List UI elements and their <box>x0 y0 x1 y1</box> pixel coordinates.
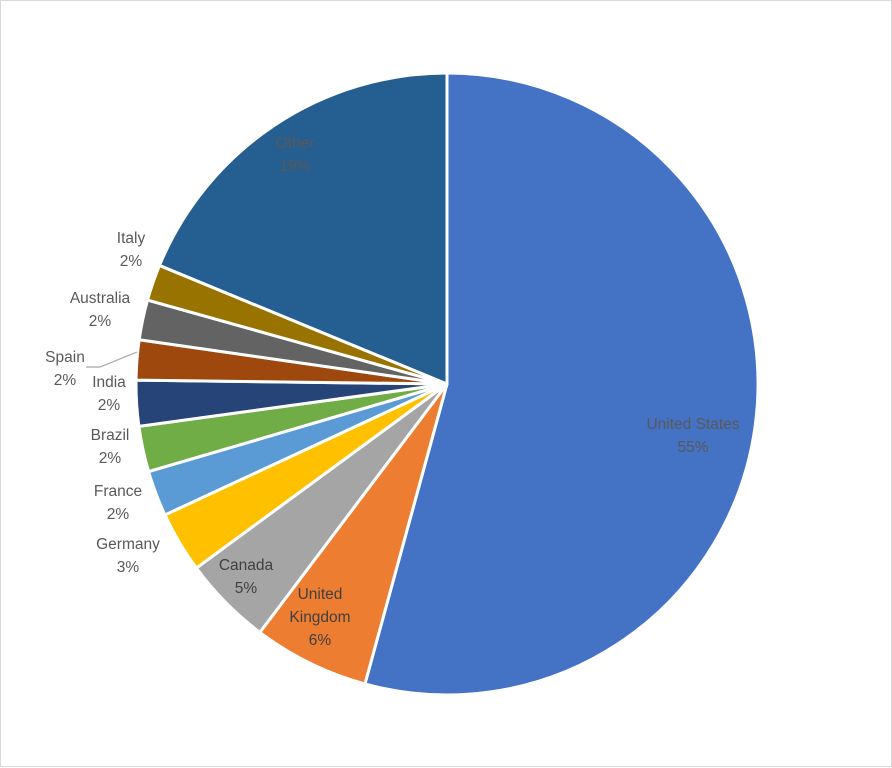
data-label-category: United <box>298 586 343 603</box>
data-label-percent: 6% <box>309 632 332 649</box>
data-label-category: United States <box>646 416 739 433</box>
data-label-percent: 2% <box>89 313 112 330</box>
data-label-india: India 2% <box>92 374 126 414</box>
data-label-category: Germany <box>96 536 160 553</box>
data-label-france: France 2% <box>94 483 142 523</box>
data-label-united-states: United States 55% <box>646 416 739 456</box>
data-label-percent: 19% <box>279 158 310 175</box>
data-label-category: Other <box>276 135 315 152</box>
data-label-percent: 55% <box>677 439 708 456</box>
pie-slices <box>134 71 760 697</box>
data-label-percent: 2% <box>98 397 121 414</box>
data-label-australia: Australia 2% <box>70 290 131 330</box>
data-label-brazil: Brazil 2% <box>91 427 130 467</box>
data-label-united-kingdom: United Kingdom 6% <box>289 586 350 649</box>
data-label-italy: Italy 2% <box>117 230 146 270</box>
data-label-percent: 2% <box>54 372 77 389</box>
slice-other <box>157 71 449 386</box>
data-label-category: Kingdom <box>289 609 350 626</box>
data-label-category: India <box>92 374 126 391</box>
data-label-percent: 5% <box>235 580 258 597</box>
data-label-category: France <box>94 483 142 500</box>
data-label-other: Other 19% <box>276 135 315 175</box>
leader-line-spain <box>86 351 138 368</box>
slice-united-kingdom <box>258 382 449 686</box>
data-label-category: Spain <box>45 349 85 366</box>
data-label-germany: Germany 3% <box>96 536 160 576</box>
data-label-percent: 2% <box>120 253 143 270</box>
data-label-category: Brazil <box>91 427 130 444</box>
data-label-category: Italy <box>117 230 146 247</box>
data-labels: United States 55% United Kingdom 6% Canada 5% G… <box>45 135 740 649</box>
data-label-percent: 3% <box>117 559 140 576</box>
data-label-category: Canada <box>219 557 274 574</box>
leader-lines <box>86 351 138 368</box>
data-label-spain: Spain 2% <box>45 349 85 389</box>
slice-united-states <box>363 71 760 697</box>
data-label-category: Australia <box>70 290 131 307</box>
data-label-percent: 2% <box>99 450 122 467</box>
data-label-canada: Canada 5% <box>219 557 274 597</box>
data-label-percent: 2% <box>107 506 130 523</box>
